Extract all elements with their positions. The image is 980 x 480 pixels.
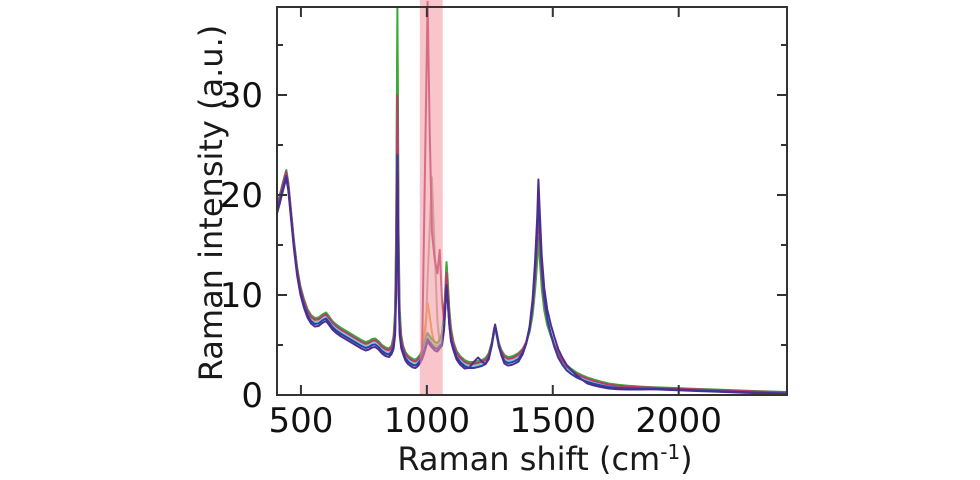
highlight-band (419, 0, 443, 395)
x-axis-label: Raman shift (cm-1) (397, 440, 692, 478)
y-tick-label-0: 0 (241, 376, 263, 416)
y-axis-label: Raman intensity (a.u.) (192, 25, 230, 381)
series-line-green (276, 6, 788, 393)
y-tick-label-10: 10 (220, 276, 263, 316)
x-tick-label-1000: 1000 (384, 401, 471, 441)
series-line-navy (276, 154, 788, 395)
plot-border (276, 6, 788, 396)
x-tick-label-500: 500 (268, 401, 333, 441)
series-line-crimson (276, 0, 788, 394)
x-tick-label-1500: 1500 (510, 401, 597, 441)
x-axis-label-suffix: ) (680, 440, 693, 478)
x-axis-label-prefix: Raman shift (cm (397, 440, 661, 478)
x-axis-label-superscript: -1 (660, 440, 681, 464)
y-axis-label-text: Raman intensity (a.u.) (192, 24, 230, 382)
y-tick-label-30: 30 (220, 76, 263, 116)
series-line-indigo (276, 173, 788, 396)
series-line-cyan (276, 111, 788, 395)
y-tick-label-20: 20 (220, 176, 263, 216)
x-tick-label-2000: 2000 (635, 401, 722, 441)
